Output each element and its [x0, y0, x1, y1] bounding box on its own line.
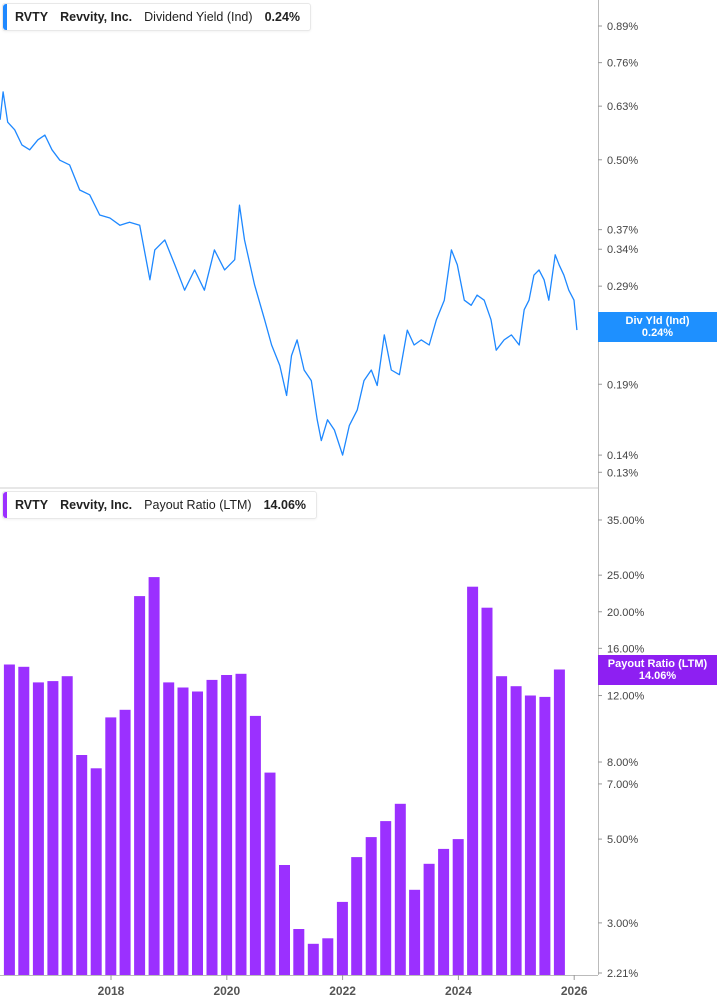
- y-tick-label: 2.21%: [607, 968, 638, 980]
- payout-bar: [249, 715, 261, 975]
- payout-bar: [279, 865, 290, 975]
- legend-company: Revvity, Inc.: [60, 10, 133, 24]
- y-tick-label: 20.00%: [607, 607, 645, 619]
- payout-bar: [163, 682, 175, 975]
- payout-bar: [409, 889, 421, 975]
- y-tick-label: 25.00%: [607, 570, 645, 582]
- payout-bar: [380, 821, 392, 975]
- payout-bar: [539, 696, 551, 975]
- payout-bar: [76, 755, 88, 975]
- x-tick-label: 2020: [213, 984, 240, 998]
- x-tick-label: 2022: [329, 984, 356, 998]
- payout-bar: [206, 679, 218, 975]
- payout-bar: [3, 664, 15, 975]
- payout-bar: [481, 607, 493, 975]
- payout-bar: [32, 682, 44, 975]
- y-tick-label: 0.29%: [607, 281, 638, 293]
- payout-bar: [510, 686, 522, 975]
- flag-value: 14.06%: [638, 670, 677, 682]
- legend-ticker: RVTY: [15, 10, 49, 24]
- y-tick-label: 0.13%: [607, 467, 638, 479]
- series-color-swatch: [3, 492, 7, 518]
- payout-bar: [524, 695, 536, 975]
- y-tick-label: 0.50%: [607, 155, 638, 167]
- y-tick-label: 0.14%: [607, 450, 638, 462]
- flag-label: Payout Ratio (LTM): [607, 658, 708, 670]
- y-tick-label: 0.76%: [607, 58, 638, 70]
- flag-value: 0.24%: [641, 327, 674, 339]
- dividend-yield-flag: Div Yld (Ind) 0.24%: [598, 312, 717, 342]
- payout-bar: [452, 839, 464, 975]
- payout-bar: [365, 837, 377, 975]
- payout-bar: [90, 768, 102, 975]
- payout-bar: [221, 675, 233, 975]
- legend-ticker: RVTY: [15, 498, 49, 512]
- x-tick-label: 2018: [98, 984, 125, 998]
- payout-bar: [553, 669, 565, 975]
- payout-bar: [18, 666, 30, 975]
- payout-bar: [307, 943, 319, 975]
- y-tick-label: 0.89%: [607, 21, 638, 33]
- payout-bar: [394, 803, 406, 975]
- y-tick-label: 3.00%: [607, 918, 638, 930]
- payout-ratio-flag: Payout Ratio (LTM) 14.06%: [598, 655, 717, 685]
- payout-bar: [336, 901, 348, 975]
- payout-bar: [467, 586, 479, 975]
- payout-bar: [351, 857, 363, 975]
- dividend-yield-legend[interactable]: RVTY Revvity, Inc. Dividend Yield (Ind) …: [2, 3, 312, 31]
- payout-bar: [47, 681, 59, 975]
- payout-bar: [438, 848, 450, 975]
- y-tick-label: 12.00%: [607, 691, 645, 703]
- series-color-swatch: [3, 4, 7, 30]
- payout-bar: [61, 676, 73, 975]
- legend-metric: Dividend Yield (Ind): [144, 10, 253, 24]
- flag-label: Div Yld (Ind): [625, 315, 690, 327]
- x-tick-label: 2026: [561, 984, 588, 998]
- payout-bar: [148, 577, 160, 975]
- y-tick-label: 8.00%: [607, 757, 638, 769]
- y-tick-label: 0.34%: [607, 244, 638, 256]
- y-tick-label: 7.00%: [607, 779, 638, 791]
- legend-value: 0.24%: [264, 10, 301, 24]
- legend-value: 14.06%: [263, 498, 307, 512]
- legend-company: Revvity, Inc.: [60, 498, 133, 512]
- y-tick-label: 0.63%: [607, 101, 638, 113]
- legend-metric: Payout Ratio (LTM): [144, 498, 252, 512]
- payout-bar: [134, 596, 146, 975]
- payout-bar: [423, 863, 435, 975]
- y-tick-label: 5.00%: [607, 834, 638, 846]
- payout-bar: [105, 717, 117, 975]
- payout-bar: [119, 709, 131, 975]
- payout-bar: [192, 691, 203, 975]
- y-tick-label: 35.00%: [607, 515, 645, 527]
- payout-bar: [235, 673, 247, 975]
- x-tick-label: 2024: [445, 984, 472, 998]
- payout-bar: [177, 687, 189, 975]
- payout-ratio-legend[interactable]: RVTY Revvity, Inc. Payout Ratio (LTM) 14…: [2, 491, 318, 519]
- payout-bar: [264, 772, 276, 975]
- y-tick-label: 0.19%: [607, 379, 638, 391]
- payout-bar: [293, 929, 305, 975]
- payout-bar: [322, 938, 334, 975]
- payout-bar: [496, 676, 508, 975]
- y-tick-label: 0.37%: [607, 225, 638, 237]
- dividend-yield-line: [0, 91, 578, 456]
- y-tick-label: 16.00%: [607, 643, 645, 655]
